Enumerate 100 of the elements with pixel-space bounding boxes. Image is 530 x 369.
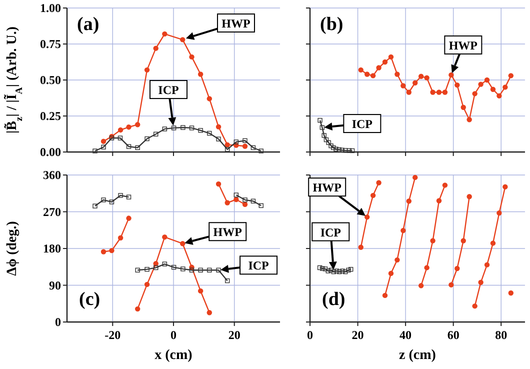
point — [340, 148, 344, 152]
point — [418, 74, 424, 79]
point — [460, 104, 466, 110]
point — [154, 265, 158, 270]
point — [430, 238, 436, 244]
point — [337, 269, 342, 274]
point — [162, 262, 168, 266]
point — [207, 268, 212, 272]
point — [198, 288, 204, 294]
x-axis-title: x (cm) — [154, 348, 193, 363]
point — [92, 204, 98, 208]
point — [322, 266, 328, 272]
point — [144, 266, 150, 272]
point — [331, 145, 336, 150]
point — [250, 198, 256, 204]
point — [162, 31, 168, 37]
point — [448, 282, 454, 288]
point — [180, 125, 186, 130]
point — [358, 244, 364, 250]
point — [334, 268, 340, 274]
point — [472, 91, 478, 96]
point — [242, 138, 248, 143]
point — [162, 234, 168, 240]
point — [508, 290, 514, 296]
point — [484, 77, 490, 83]
point — [334, 146, 338, 152]
point — [118, 127, 124, 133]
point — [135, 145, 140, 150]
point — [400, 228, 406, 234]
point — [134, 306, 140, 312]
point — [484, 262, 490, 268]
point — [394, 257, 400, 263]
point — [224, 142, 230, 148]
point — [490, 86, 496, 92]
point — [144, 282, 150, 288]
point — [400, 83, 406, 88]
point — [242, 198, 248, 202]
point — [388, 270, 394, 276]
point — [154, 132, 158, 136]
annotation: ICP — [320, 225, 341, 240]
point — [448, 72, 454, 78]
point — [326, 268, 331, 274]
x-tick-label: 20 — [352, 328, 364, 342]
x-tick-label: 40 — [400, 328, 412, 342]
y-tick-label: 90 — [49, 278, 61, 292]
point — [234, 192, 239, 198]
point — [336, 147, 342, 152]
point — [126, 216, 132, 221]
point — [343, 269, 348, 274]
point — [135, 268, 140, 272]
point — [322, 133, 326, 138]
annotation: ICP — [248, 258, 269, 273]
point — [100, 138, 106, 144]
point — [394, 72, 400, 77]
point — [502, 184, 508, 190]
point — [418, 283, 424, 288]
point — [454, 266, 460, 272]
point — [216, 136, 221, 142]
point — [478, 280, 484, 285]
point — [198, 268, 203, 272]
point — [134, 122, 140, 128]
point — [364, 72, 370, 77]
y-tick-label: 1.00 — [40, 1, 61, 15]
point — [358, 67, 364, 73]
y-tick-label: 0.00 — [40, 145, 61, 159]
point — [101, 198, 106, 202]
point — [198, 128, 203, 133]
annotation: ICP — [158, 83, 179, 98]
x-tick-label: 20 — [228, 328, 240, 342]
point — [340, 268, 345, 274]
point — [162, 126, 168, 132]
point — [258, 203, 264, 208]
point — [320, 125, 325, 130]
point — [382, 59, 388, 65]
point — [189, 268, 194, 272]
point — [466, 117, 472, 122]
x-tick-label: -20 — [104, 328, 121, 342]
point — [460, 238, 466, 244]
point — [502, 84, 508, 90]
point — [224, 200, 230, 206]
point — [109, 248, 114, 254]
y-tick-label: 270 — [43, 204, 61, 219]
point — [478, 82, 484, 87]
point — [126, 194, 132, 200]
annotation: (c) — [79, 289, 100, 310]
x-tick-label: 0 — [307, 328, 313, 342]
point — [258, 148, 264, 154]
point — [171, 126, 176, 130]
point — [216, 268, 221, 272]
y-tick-label: 360 — [43, 168, 61, 182]
annotation: HWP — [312, 180, 342, 195]
point — [198, 72, 204, 77]
point — [364, 214, 370, 220]
point — [328, 268, 334, 272]
point — [180, 37, 186, 42]
point — [126, 144, 132, 149]
annotation: ICP — [352, 117, 373, 132]
point — [346, 268, 351, 272]
point — [376, 180, 382, 186]
annotation: HWP — [448, 38, 478, 52]
